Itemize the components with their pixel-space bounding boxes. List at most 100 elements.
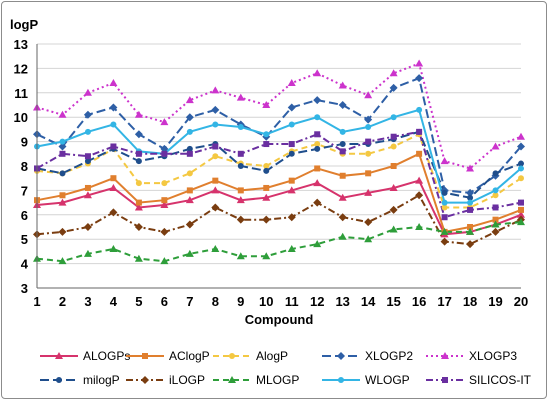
data-point-wlogp — [365, 123, 372, 130]
data-point-ilogp — [338, 213, 347, 222]
data-point-milogp — [339, 141, 346, 148]
x-tick-label: 2 — [59, 294, 66, 309]
data-point-milogp — [492, 170, 499, 177]
data-point-alogp — [492, 192, 499, 199]
data-point-alogp — [314, 141, 321, 148]
data-point-milogp — [84, 158, 91, 165]
series-line-silicos-it — [36, 130, 522, 219]
data-point-xlogp2 — [364, 115, 373, 124]
data-point-ilogp — [109, 208, 118, 217]
data-point-wlogp — [314, 114, 321, 121]
series-markers — [33, 59, 525, 265]
y-tick-label: 9 — [21, 135, 28, 150]
data-point-ilogp — [466, 240, 475, 249]
x-tick-label: 14 — [361, 294, 376, 309]
data-point-alogp — [365, 150, 372, 157]
legend-marker-mlogp — [228, 376, 236, 383]
data-point-alogps — [58, 198, 67, 206]
data-point-wlogp — [416, 106, 423, 113]
data-point-mlogp — [262, 252, 271, 260]
legend-label-silicos-it: SILICOS-IT — [469, 373, 532, 387]
data-point-aclogp — [212, 177, 219, 184]
data-point-silicos-it — [263, 141, 270, 148]
data-point-mlogp — [364, 235, 373, 243]
data-point-alogp — [390, 143, 397, 150]
data-point-alogps — [185, 196, 194, 204]
data-point-mlogp — [134, 254, 143, 262]
data-point-wlogp — [186, 128, 193, 135]
data-point-ilogp — [491, 227, 500, 236]
data-point-ilogp — [364, 218, 373, 227]
y-axis-label: logP — [10, 17, 38, 32]
data-point-silicos-it — [237, 150, 244, 157]
data-point-mlogp — [236, 252, 245, 260]
data-point-xlogp3 — [211, 86, 220, 94]
legend-marker-milogp — [56, 377, 62, 383]
data-point-xlogp2 — [466, 188, 475, 197]
data-point-xlogp2 — [185, 113, 194, 122]
data-point-alogps — [517, 210, 525, 218]
data-point-milogp — [288, 150, 295, 157]
data-point-aclogp — [339, 172, 346, 179]
data-point-alogp — [161, 180, 168, 187]
data-point-xlogp3 — [517, 132, 525, 140]
data-point-ilogp — [389, 205, 398, 214]
x-tick-label: 9 — [237, 294, 244, 309]
y-tick-label: 6 — [21, 208, 28, 223]
data-point-silicos-it — [314, 131, 321, 138]
data-point-alogps — [389, 183, 398, 191]
data-point-silicos-it — [59, 150, 66, 157]
data-point-wlogp — [339, 128, 346, 135]
x-tick-labels: 1 2 3 4 5 6 7 8 9 10 11 12 13 14 15 16 17 18 19 20 — [33, 294, 528, 309]
data-point-alogps — [211, 186, 220, 194]
data-point-milogp — [441, 189, 448, 196]
data-point-alogps — [83, 191, 92, 199]
data-point-xlogp3 — [185, 96, 194, 104]
legend-marker-alogp — [229, 353, 235, 359]
data-point-alogp — [135, 180, 142, 187]
data-point-silicos-it — [467, 206, 474, 213]
series-line-alogp — [36, 132, 522, 209]
data-point-ilogp — [83, 223, 92, 231]
data-point-xlogp3 — [287, 79, 296, 87]
data-point-silicos-it — [288, 141, 295, 148]
data-point-alogps — [134, 203, 143, 211]
data-point-wlogp — [212, 121, 219, 128]
x-tick-label: 5 — [135, 294, 142, 309]
data-point-silicos-it — [365, 138, 372, 145]
data-point-ilogp — [313, 198, 322, 207]
series-line-xlogp3 — [36, 62, 522, 170]
x-tick-label: 7 — [186, 294, 193, 309]
data-point-ilogp — [262, 215, 271, 224]
data-point-wlogp — [84, 128, 91, 135]
data-point-wlogp — [441, 199, 448, 206]
data-point-xlogp3 — [160, 118, 169, 126]
x-tick-label: 15 — [386, 294, 400, 309]
data-point-milogp — [59, 170, 66, 177]
data-point-xlogp3 — [466, 164, 475, 172]
data-point-xlogp3 — [236, 93, 245, 101]
data-point-aclogp — [263, 184, 270, 191]
data-point-ilogp — [160, 227, 169, 236]
data-point-mlogp — [491, 220, 500, 228]
data-point-wlogp — [59, 138, 66, 145]
data-point-xlogp3 — [338, 81, 347, 89]
data-point-alogps — [160, 201, 169, 209]
data-point-milogp — [467, 194, 474, 201]
data-point-mlogp — [83, 249, 92, 257]
x-tick-label: 4 — [110, 294, 118, 309]
data-point-xlogp3 — [313, 69, 322, 77]
data-point-xlogp2 — [58, 142, 67, 151]
data-point-wlogp — [110, 121, 117, 128]
data-point-mlogp — [415, 223, 424, 230]
data-point-xlogp2 — [83, 110, 92, 119]
y-tick-label: 4 — [21, 257, 29, 272]
data-point-aclogp — [161, 197, 168, 204]
data-point-aclogp — [416, 150, 423, 157]
data-point-silicos-it — [518, 199, 524, 206]
data-point-aclogp — [365, 170, 372, 177]
data-point-mlogp — [389, 225, 398, 233]
data-point-wlogp — [263, 131, 270, 138]
x-tick-label: 19 — [488, 294, 502, 309]
legend-label-aclogp: AClogP — [169, 349, 210, 363]
